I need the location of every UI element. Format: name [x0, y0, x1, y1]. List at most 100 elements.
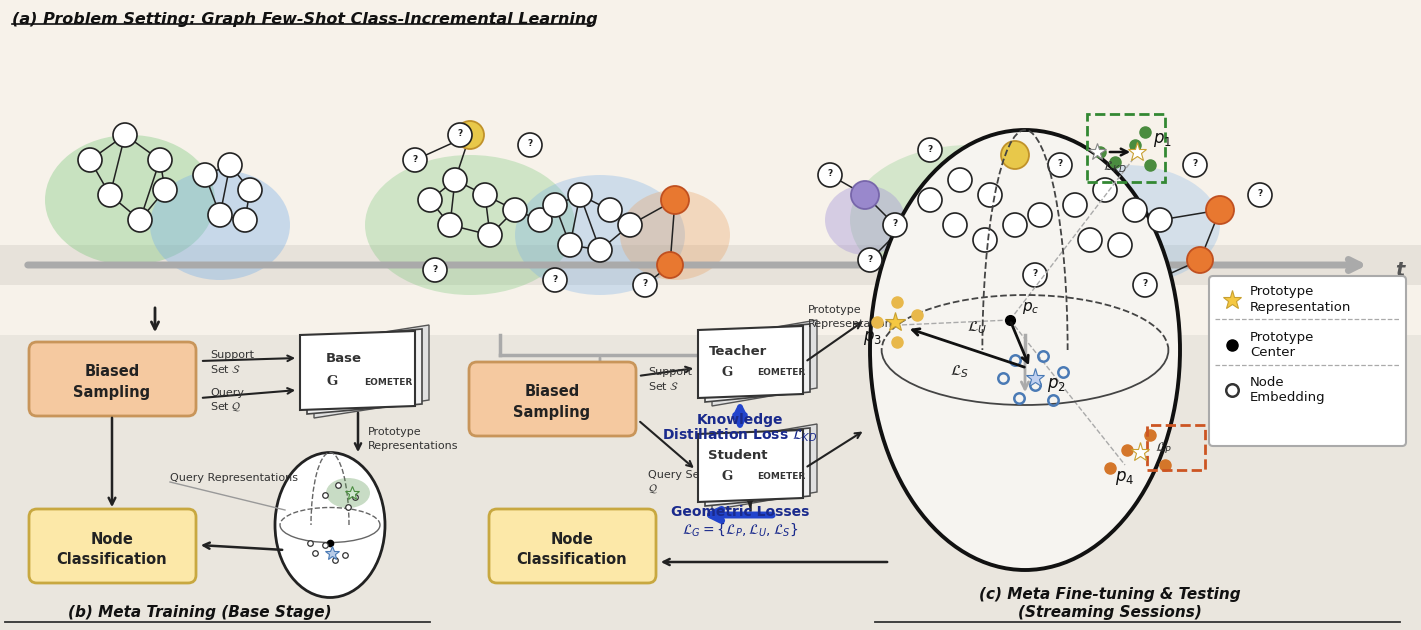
Text: $p_3$: $p_3$ — [863, 329, 882, 347]
Text: Prototype: Prototype — [1250, 285, 1314, 299]
Text: $\mathcal{L}_{KD}$: $\mathcal{L}_{KD}$ — [1103, 160, 1127, 175]
Text: ?: ? — [1033, 270, 1037, 278]
Ellipse shape — [45, 135, 215, 265]
Text: G: G — [722, 469, 733, 483]
Text: Query: Query — [210, 388, 244, 398]
Circle shape — [598, 198, 622, 222]
Ellipse shape — [151, 170, 290, 280]
Circle shape — [1000, 141, 1029, 169]
Text: Base: Base — [325, 353, 362, 365]
Circle shape — [1133, 273, 1157, 297]
Text: Query Set: Query Set — [648, 470, 703, 480]
Text: EOMETER: EOMETER — [757, 369, 806, 377]
Polygon shape — [698, 326, 803, 398]
Circle shape — [1093, 178, 1117, 202]
Circle shape — [1148, 208, 1172, 232]
Circle shape — [207, 203, 232, 227]
Circle shape — [661, 186, 689, 214]
Text: ?: ? — [1142, 280, 1148, 289]
Text: Node: Node — [1250, 377, 1285, 389]
Circle shape — [948, 168, 972, 192]
Ellipse shape — [870, 130, 1179, 570]
Circle shape — [1123, 198, 1147, 222]
Text: Biased: Biased — [524, 384, 580, 399]
Circle shape — [1003, 213, 1027, 237]
Circle shape — [217, 153, 242, 177]
Text: (c) Meta Fine-tuning & Testing: (c) Meta Fine-tuning & Testing — [979, 588, 1241, 602]
Polygon shape — [300, 331, 415, 410]
Text: ?: ? — [827, 169, 833, 178]
Circle shape — [98, 183, 122, 207]
Polygon shape — [698, 430, 803, 502]
Circle shape — [632, 273, 657, 297]
Text: Support: Support — [648, 367, 692, 377]
Text: Classification: Classification — [57, 551, 168, 566]
Ellipse shape — [850, 145, 1090, 295]
Circle shape — [1187, 247, 1214, 273]
Text: $\mathcal{L}_G = \{\mathcal{L}_P, \mathcal{L}_U, \mathcal{L}_S\}$: $\mathcal{L}_G = \{\mathcal{L}_P, \mathc… — [682, 522, 799, 539]
Circle shape — [1023, 263, 1047, 287]
Text: $\mathcal{Q}$: $\mathcal{Q}$ — [648, 483, 658, 495]
Circle shape — [78, 148, 102, 172]
Bar — [0, 335, 1421, 630]
Circle shape — [473, 183, 497, 207]
Circle shape — [153, 178, 178, 202]
Text: $p_4$: $p_4$ — [1115, 469, 1134, 487]
Text: Representation: Representation — [1250, 301, 1351, 314]
Text: $p_1$: $p_1$ — [1152, 131, 1172, 149]
FancyBboxPatch shape — [28, 509, 196, 583]
Text: G: G — [327, 375, 338, 388]
Ellipse shape — [826, 185, 905, 255]
Circle shape — [456, 121, 485, 149]
Circle shape — [588, 238, 612, 262]
Circle shape — [978, 183, 1002, 207]
Circle shape — [918, 138, 942, 162]
Circle shape — [114, 123, 136, 147]
Circle shape — [1049, 153, 1071, 177]
Text: Classification: Classification — [517, 551, 627, 566]
Text: $p_c$: $p_c$ — [1022, 300, 1039, 316]
Circle shape — [503, 198, 527, 222]
Circle shape — [404, 148, 426, 172]
Polygon shape — [314, 325, 429, 418]
FancyBboxPatch shape — [489, 509, 657, 583]
Text: (a) Problem Setting: Graph Few-Shot Class-Incremental Learning: (a) Problem Setting: Graph Few-Shot Clas… — [11, 12, 598, 27]
Text: ?: ? — [527, 139, 533, 149]
Circle shape — [568, 183, 593, 207]
Text: Representations: Representations — [368, 441, 459, 451]
Circle shape — [1108, 233, 1133, 257]
Circle shape — [193, 163, 217, 187]
Circle shape — [418, 188, 442, 212]
Circle shape — [529, 208, 551, 232]
Text: Teacher: Teacher — [709, 345, 767, 358]
Circle shape — [237, 178, 261, 202]
Circle shape — [1206, 196, 1233, 224]
Ellipse shape — [276, 452, 385, 597]
Text: $\mathcal{L}_P$: $\mathcal{L}_P$ — [1155, 440, 1171, 455]
Text: t: t — [1395, 260, 1404, 280]
Text: Prototype: Prototype — [368, 427, 422, 437]
Text: (b) Meta Training (Base Stage): (b) Meta Training (Base Stage) — [68, 605, 333, 619]
Circle shape — [1248, 183, 1272, 207]
Ellipse shape — [620, 190, 730, 280]
Text: ?: ? — [1192, 159, 1198, 168]
Text: Support: Support — [210, 350, 254, 360]
Text: G: G — [722, 365, 733, 379]
Circle shape — [657, 252, 684, 278]
Text: ?: ? — [867, 255, 872, 263]
Text: Distillation Loss $\mathcal{L}_{KD}$: Distillation Loss $\mathcal{L}_{KD}$ — [662, 427, 817, 444]
Text: Prototype: Prototype — [809, 305, 861, 315]
Bar — [0, 245, 1421, 285]
Text: Set $\mathcal{S}$: Set $\mathcal{S}$ — [648, 380, 679, 392]
Text: Query Representations: Query Representations — [171, 473, 298, 483]
Circle shape — [128, 208, 152, 232]
Circle shape — [443, 168, 468, 192]
Text: Set $\mathcal{Q}$: Set $\mathcal{Q}$ — [210, 401, 242, 413]
FancyBboxPatch shape — [1209, 276, 1405, 446]
Circle shape — [233, 208, 257, 232]
Circle shape — [851, 181, 880, 209]
Circle shape — [1027, 203, 1052, 227]
Circle shape — [918, 188, 942, 212]
Text: ?: ? — [412, 154, 418, 164]
Circle shape — [882, 213, 907, 237]
